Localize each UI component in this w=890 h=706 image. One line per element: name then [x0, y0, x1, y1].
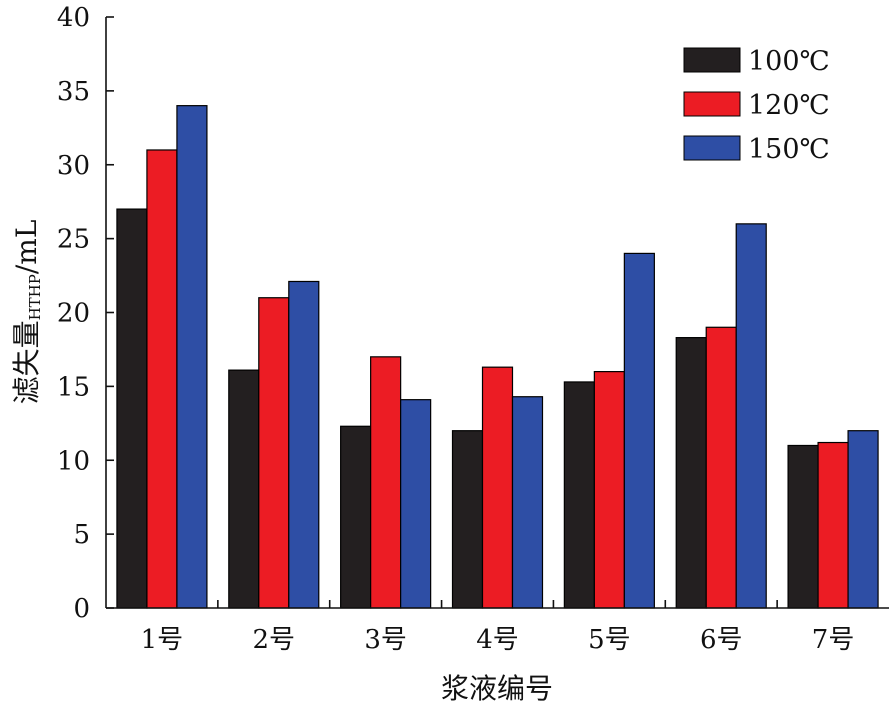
legend-swatch-3: [683, 135, 741, 161]
legend-swatch-1: [683, 47, 741, 73]
bar-4-series-3: [511, 396, 544, 609]
legend-swatch-2: [683, 91, 741, 117]
y-tick-label: 40: [57, 3, 90, 33]
y-tick-label: 0: [73, 594, 90, 624]
x-ticks: 1号 2号 3号 4号 5号 6号 7号: [141, 600, 855, 655]
legend-label-2: 120℃: [748, 90, 830, 121]
y-tick-label: 10: [57, 446, 90, 476]
x-tick-label: 5号: [588, 625, 631, 655]
bar-2-series-1: [228, 369, 260, 609]
bar-5-series-1: [563, 381, 595, 609]
y-axis-title-subscript: HTHP: [26, 274, 44, 320]
y-axis-title-main: 滤失量: [10, 320, 43, 404]
x-tick-label: 2号: [253, 625, 296, 655]
x-tick-label: 3号: [364, 625, 407, 655]
legend: 100℃ 120℃ 150℃: [683, 46, 830, 165]
bar-4-series-2: [481, 366, 514, 609]
x-axis-title: 浆液编号: [441, 672, 553, 705]
bar-1-series-1: [116, 208, 148, 609]
y-axis-title: 滤失量HTHP/mL: [10, 220, 44, 405]
bar-5-series-2: [593, 371, 625, 609]
bar-6-series-2: [705, 326, 737, 609]
bar-3-series-2: [370, 356, 402, 609]
x-tick-label: 1号: [141, 625, 184, 655]
bar-1-series-2: [146, 149, 178, 609]
bar-3-series-3: [400, 399, 432, 609]
bar-7-series-2: [817, 441, 849, 609]
bar-5-series-3: [623, 252, 655, 609]
y-tick-label: 35: [57, 77, 90, 107]
legend-label-3: 150℃: [748, 134, 830, 165]
bar-3-series-1: [340, 425, 372, 609]
bar-4-series-1: [451, 430, 484, 609]
y-tick-label: 20: [57, 299, 90, 329]
bar-6-series-1: [675, 337, 707, 609]
y-tick-label: 15: [57, 372, 90, 402]
bar-7-series-1: [787, 444, 819, 609]
x-tick-label: 6号: [700, 625, 743, 655]
y-ticks: 0 5 10 15 20 25 30 35 40: [57, 3, 114, 624]
x-tick-label: 4号: [476, 625, 519, 655]
bar-7-series-3: [847, 430, 879, 609]
bar-2-series-3: [288, 280, 320, 609]
bar-1-series-3: [176, 105, 208, 609]
y-tick-label: 5: [73, 520, 90, 550]
y-tick-label: 30: [57, 151, 90, 181]
y-axis-title-unit: /mL: [10, 220, 43, 275]
bar-2-series-2: [258, 297, 290, 609]
svg-text:滤失量HTHP/mL: 滤失量HTHP/mL: [10, 220, 44, 405]
legend-label-1: 100℃: [748, 46, 830, 77]
x-tick-label: 7号: [812, 625, 855, 655]
y-tick-label: 25: [57, 225, 90, 255]
bars-layer: [116, 105, 879, 609]
bar-6-series-3: [735, 223, 767, 609]
